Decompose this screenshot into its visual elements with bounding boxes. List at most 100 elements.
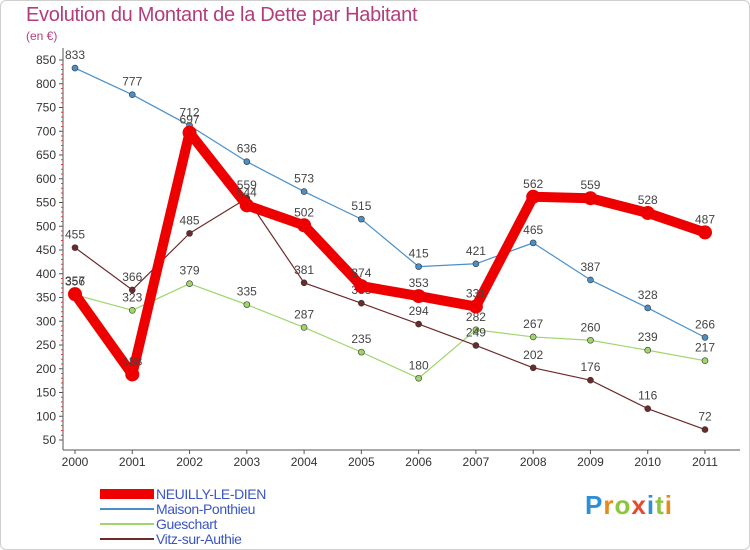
point-vitz-sur-authie bbox=[472, 342, 480, 349]
y-tick-label: 600 bbox=[36, 172, 56, 186]
y-tick-label: 400 bbox=[36, 267, 56, 281]
y-tick-label: 800 bbox=[36, 77, 56, 91]
chart-subtitle: (en €) bbox=[26, 29, 58, 43]
series-line-vitz-sur-authie bbox=[74, 197, 706, 431]
data-label-neuilly-le-dien: 544 bbox=[237, 185, 257, 199]
point-gueschart bbox=[587, 336, 594, 344]
chart-legend: NEUILLY-LE-DIEN Maison-Ponthieu Gueschart V… bbox=[100, 485, 266, 547]
point-vitz-sur-authie bbox=[701, 426, 709, 433]
data-label-neuilly-le-dien: 502 bbox=[294, 205, 314, 219]
point-maison-ponthieu bbox=[644, 304, 652, 312]
data-label-neuilly-le-dien: 353 bbox=[409, 276, 429, 290]
x-tick-label: 2005 bbox=[348, 455, 375, 469]
x-tick-label: 2000 bbox=[62, 455, 89, 469]
legend-swatch bbox=[100, 488, 154, 499]
data-label-vitz-sur-authie: 202 bbox=[523, 348, 543, 362]
y-tick-label: 850 bbox=[36, 53, 56, 67]
data-label-vitz-sur-authie: 381 bbox=[294, 263, 314, 277]
point-neuilly-le-dien bbox=[239, 198, 254, 213]
data-label-vitz-sur-authie: 72 bbox=[698, 410, 712, 424]
point-vitz-sur-authie bbox=[529, 364, 537, 372]
legend-item-neuilly-le-dien: NEUILLY-LE-DIEN bbox=[100, 485, 266, 502]
point-gueschart bbox=[186, 280, 193, 288]
point-gueschart bbox=[358, 348, 365, 356]
y-tick-label: 700 bbox=[36, 124, 56, 138]
data-label-gueschart: 260 bbox=[580, 320, 600, 334]
data-label-neuilly-le-dien: 331 bbox=[466, 287, 486, 301]
data-label-vitz-sur-authie: 366 bbox=[122, 270, 142, 284]
point-gueschart bbox=[300, 324, 308, 331]
legend-item-maison-ponthieu: Maison-Ponthieu bbox=[100, 500, 266, 517]
y-tick-label: 350 bbox=[36, 291, 56, 305]
data-label-maison-ponthieu: 636 bbox=[237, 142, 257, 156]
point-neuilly-le-dien bbox=[182, 125, 197, 140]
point-neuilly-le-dien bbox=[468, 299, 483, 314]
data-label-neuilly-le-dien: 559 bbox=[580, 178, 600, 192]
y-tick-label: 150 bbox=[36, 386, 56, 400]
data-label-gueschart: 356 bbox=[65, 275, 85, 289]
logo-letter: P bbox=[585, 490, 604, 520]
data-label-vitz-sur-authie: 176 bbox=[580, 360, 600, 374]
data-label-maison-ponthieu: 465 bbox=[523, 223, 543, 237]
legend-label: Vitz-sur-Authie bbox=[156, 530, 242, 547]
point-vitz-sur-authie bbox=[300, 279, 308, 287]
point-gueschart bbox=[701, 357, 709, 364]
data-label-maison-ponthieu: 833 bbox=[65, 48, 85, 62]
legend-label: Maison-Ponthieu bbox=[156, 500, 256, 517]
logo-letter: t bbox=[655, 490, 665, 520]
x-tick-label: 2002 bbox=[176, 455, 203, 469]
series-line-maison-ponthieu bbox=[74, 67, 706, 338]
point-maison-ponthieu bbox=[128, 91, 136, 98]
y-tick-label: 50 bbox=[43, 433, 57, 447]
series-line-neuilly-le-dien bbox=[70, 127, 710, 380]
point-neuilly-le-dien bbox=[526, 189, 541, 204]
point-neuilly-le-dien bbox=[640, 205, 655, 220]
y-tick-label: 250 bbox=[36, 338, 56, 352]
point-maison-ponthieu bbox=[472, 260, 480, 268]
point-vitz-sur-authie bbox=[128, 286, 136, 294]
chart-title: Evolution du Montant de la Dette par Hab… bbox=[26, 4, 418, 26]
x-tick-label: 2004 bbox=[291, 455, 318, 469]
data-label-maison-ponthieu: 421 bbox=[466, 244, 486, 258]
logo-letter: r bbox=[603, 490, 615, 520]
y-tick-label: 650 bbox=[36, 148, 56, 162]
data-label-vitz-sur-authie: 455 bbox=[65, 228, 85, 242]
data-label-gueschart: 335 bbox=[237, 285, 257, 299]
series-line-gueschart bbox=[74, 283, 706, 379]
y-tick-label: 300 bbox=[36, 314, 56, 328]
data-label-maison-ponthieu: 328 bbox=[638, 288, 658, 302]
point-neuilly-le-dien bbox=[698, 225, 712, 240]
point-neuilly-le-dien bbox=[583, 191, 598, 206]
data-label-neuilly-le-dien: 528 bbox=[638, 193, 658, 207]
y-tick-label: 500 bbox=[36, 219, 56, 233]
data-label-gueschart: 217 bbox=[695, 341, 715, 355]
x-tick-label: 2010 bbox=[634, 455, 661, 469]
point-maison-ponthieu bbox=[587, 276, 594, 284]
data-label-maison-ponthieu: 777 bbox=[122, 75, 142, 89]
point-maison-ponthieu bbox=[300, 188, 308, 195]
data-label-maison-ponthieu: 387 bbox=[580, 260, 600, 274]
point-maison-ponthieu bbox=[415, 263, 422, 270]
point-vitz-sur-authie bbox=[186, 230, 193, 237]
data-label-vitz-sur-authie: 294 bbox=[409, 304, 429, 318]
x-tick-label: 2007 bbox=[463, 455, 490, 469]
y-tick-label: 200 bbox=[36, 362, 56, 376]
data-label-maison-ponthieu: 415 bbox=[409, 247, 429, 261]
point-maison-ponthieu bbox=[71, 64, 79, 72]
x-tick-label: 2001 bbox=[119, 455, 146, 469]
y-tick-label: 750 bbox=[36, 101, 56, 115]
x-tick-label: 2011 bbox=[692, 455, 718, 469]
point-vitz-sur-authie bbox=[587, 376, 594, 384]
point-maison-ponthieu bbox=[529, 239, 537, 247]
data-label-neuilly-le-dien: 487 bbox=[695, 212, 715, 226]
legend-item-vitz-sur-authie: Vitz-sur-Authie bbox=[100, 530, 266, 547]
point-neuilly-le-dien bbox=[354, 279, 369, 294]
data-label-gueschart: 323 bbox=[122, 290, 142, 304]
logo-letter: i bbox=[664, 490, 673, 520]
legend-label: NEUILLY-LE-DIEN bbox=[156, 485, 266, 502]
point-gueschart bbox=[644, 346, 652, 354]
y-tick-label: 450 bbox=[36, 243, 56, 257]
legend-swatch bbox=[100, 522, 154, 525]
data-label-maison-ponthieu: 266 bbox=[695, 317, 715, 331]
